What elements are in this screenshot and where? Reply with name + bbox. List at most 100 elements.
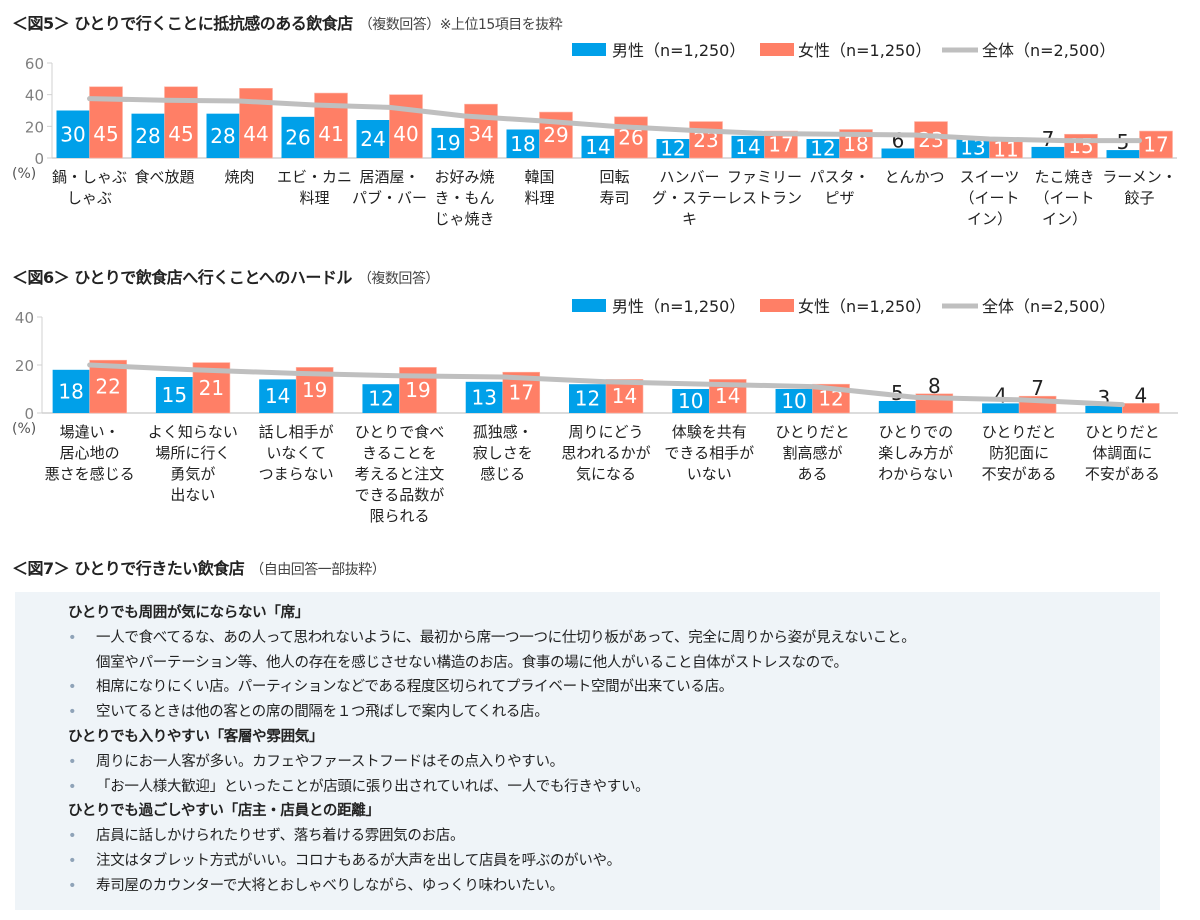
bar-male (56, 110, 90, 158)
legend-label-male: 男性（n=1,250） (612, 41, 745, 60)
bullet-icon: • (68, 679, 77, 696)
category-label: 居心地の (60, 444, 120, 462)
bar-male (881, 148, 915, 158)
bar-male (878, 401, 916, 413)
bar-male (259, 379, 297, 413)
comment-item: • 「お一人様大歓迎」といったことが店頭に張り出されていれば、一人でも行きやすい。 (68, 775, 650, 796)
bar-male (956, 137, 990, 158)
data-label-female: 7 (1031, 376, 1044, 400)
data-label-female: 34 (468, 122, 493, 146)
category-label: ファミリー (727, 168, 802, 186)
category-label: 寿司 (599, 189, 629, 207)
category-label: 焼肉 (224, 168, 254, 186)
category-label: 悪さを感じる (45, 465, 135, 483)
comment-text: 空いてるときは他の客との席の間隔を１つ飛ばしで案内してくれる店。 (96, 704, 549, 721)
category-label: 不安がある (982, 465, 1057, 483)
category-label: スイーツ (960, 168, 1020, 186)
bar-female (1122, 403, 1160, 414)
category-label: グ・ステー (652, 189, 727, 207)
data-label-male: 18 (510, 132, 535, 156)
category-label: パスタ・ (809, 168, 869, 186)
fig7-title-text: ＜図7＞ ひとりで行きたい飲食店 (12, 559, 245, 578)
comment-item: • 空いてるときは他の客との席の間隔を１つ飛ばしで案内してくれる店。 (68, 700, 549, 721)
category-label: 考えると注文 (355, 465, 445, 483)
category-label: 鍋・しゃぶ (52, 168, 127, 186)
comment-item: • 相席になりにくい店。パーティションなどである程度区切られてプライベート空間が出… (68, 675, 733, 696)
fig7-note: （自由回答一部抜粋） (250, 562, 386, 578)
category-label: わからない (878, 465, 953, 483)
data-label-male: 28 (210, 124, 235, 148)
bar-female (389, 94, 423, 159)
category-label: 寂しさを (473, 444, 533, 462)
data-label-female: 21 (199, 376, 224, 400)
bar-female (89, 359, 127, 414)
comment-item: • 店員に話しかけられたりせず、落ち着ける雰囲気のお店。 (68, 824, 464, 845)
data-label-male: 28 (135, 124, 160, 148)
data-label-female: 45 (93, 122, 118, 146)
category-label: できる品数が (355, 486, 445, 504)
y-tick-label: 40 (25, 87, 44, 105)
bullet-icon: • (68, 828, 77, 845)
category-label: つまらない (259, 465, 334, 483)
bar-female (689, 121, 723, 159)
data-label-male: 10 (781, 389, 806, 413)
data-label-female: 14 (612, 384, 637, 408)
y-tick-label: 0 (34, 150, 44, 168)
category-label: いない (687, 465, 732, 483)
comment-item: • 寿司屋のカウンターで大将とおしゃべりしながら、ゆっくり味わいたい。 (68, 874, 564, 895)
data-label-male: 12 (660, 137, 685, 161)
legend-swatch-female (760, 299, 794, 312)
fig5-title-text: ＜図5＞ ひとりで行くことに抵抗感のある飲食店 (12, 14, 353, 33)
comment-text: 「お一人様大歓迎」といったことが店頭に張り出されていれば、一人でも行きやすい。 (96, 778, 650, 795)
bar-male (281, 116, 315, 158)
category-label: 場違い・ (60, 423, 120, 441)
category-label: とんかつ (884, 168, 944, 186)
category-label: 限られる (369, 507, 429, 525)
data-label-male: 26 (285, 125, 310, 149)
data-label-female: 29 (543, 123, 568, 147)
bar-male (52, 369, 90, 413)
comment-text: 周りにお一人客が多い。カフェやファーストフードはその点入りやすい。 (96, 753, 564, 770)
bar-male (131, 113, 165, 158)
fig7-title: ＜図7＞ ひとりで行きたい飲食店 （自由回答一部抜粋） (12, 555, 386, 579)
comment-item: • 一人で食べてるな、あの人って思われないように、最初から席一つ一つに仕切り板があ… (68, 626, 916, 647)
comment-item: • 注文はタブレット方式がいい。コロナもあるが大声を出して店員を呼ぶのがいや。 (68, 849, 621, 870)
bar-male (982, 403, 1020, 413)
fig6-title: ＜図6＞ ひとりで飲食店へ行くことへのハードル （複数回答） (12, 264, 439, 288)
category-label: 料理 (299, 189, 329, 207)
comment-text: 注文はタブレット方式がいい。コロナもあるが大声を出して店員を呼ぶのがいや。 (96, 853, 621, 869)
category-label: 体調面に (1092, 444, 1152, 462)
legend-label-female: 女性（n=1,250） (798, 297, 931, 316)
bar-male (356, 120, 390, 158)
category-label: 孤独感・ (473, 423, 533, 441)
comment-item: 個室やパーテーション等、他人の存在を感じさせない構造のお店。食事の場に他人がいる… (68, 651, 848, 672)
y-tick-label: 20 (25, 118, 44, 136)
category-label: ラーメン・ (1102, 168, 1176, 186)
category-label: 感じる (480, 465, 525, 483)
data-label-male: 12 (810, 137, 835, 161)
bar-male (806, 139, 840, 158)
legend-label-male: 男性（n=1,250） (612, 297, 745, 316)
data-label-male: 14 (265, 384, 290, 408)
category-label: できる相手が (664, 444, 754, 462)
comment-text: 相席になりにくい店。パーティションなどである程度区切られてプライベート空間が出来… (96, 679, 733, 696)
category-label: イン） (1042, 210, 1087, 228)
category-label: じゃ焼き (434, 210, 494, 228)
comment-text: 店員に話しかけられたりせず、落ち着ける雰囲気のお店。 (96, 828, 465, 845)
category-label: ひとりでの (879, 423, 954, 441)
data-label-male: 18 (58, 379, 83, 403)
data-label-female: 19 (302, 378, 327, 402)
fig5-note: （複数回答）※上位15項目を抜粋 (358, 17, 563, 33)
data-label-male: 30 (60, 122, 85, 146)
bar-female (914, 121, 948, 159)
category-label: 体験を共有 (672, 423, 747, 441)
category-label: パブ・バー (352, 189, 427, 207)
comment-text: 寿司屋のカウンターで大将とおしゃべりしながら、ゆっくり味わいたい。 (96, 877, 564, 894)
data-label-female: 45 (168, 122, 193, 146)
overall-line (87, 362, 1125, 408)
category-label: ハンバー (659, 168, 719, 186)
fig5-title: ＜図5＞ ひとりで行くことに抵抗感のある飲食店 （複数回答）※上位15項目を抜粋 (12, 10, 563, 34)
legend-swatch-female (760, 43, 794, 56)
y-tick-label: 0 (24, 405, 34, 423)
